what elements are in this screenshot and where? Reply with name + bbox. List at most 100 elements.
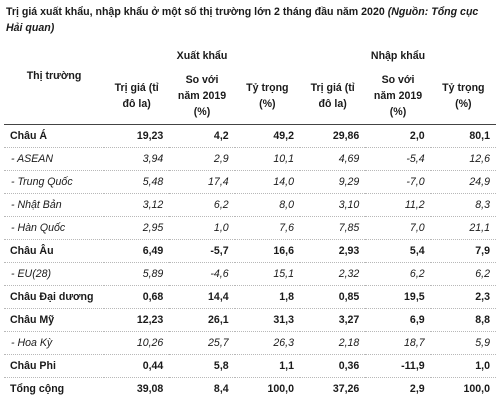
table-row: Châu Á 19,23 4,2 49,2 29,86 2,0 80,1 (4, 124, 496, 148)
import-change-cell: -5,4 (365, 147, 431, 171)
export-value-cell: 0,68 (104, 285, 170, 309)
export-value-cell: 12,23 (104, 308, 170, 332)
market-cell: Châu Đại dương (4, 285, 104, 309)
market-cell: Châu Phi (4, 354, 104, 378)
market-cell: - Nhật Bản (4, 193, 104, 217)
import-value-header: Trị giá (tỉ đô la) (300, 68, 366, 125)
table-row: - ASEAN 3,94 2,9 10,1 4,69 -5,4 12,6 (4, 147, 496, 171)
export-change-cell: 14,4 (169, 285, 235, 309)
empty-corner (4, 44, 104, 68)
import-group-header: Nhập khẩu (370, 50, 426, 62)
group-header-row: Xuất khẩu Nhập khẩu (4, 44, 496, 68)
table-body: Châu Á 19,23 4,2 49,2 29,86 2,0 80,1- ASEAN 3,9… (4, 124, 496, 401)
export-value-header: Trị giá (tỉ đô la) (104, 68, 170, 125)
export-share-cell: 1,1 (234, 354, 300, 378)
export-change-cell: 4,2 (169, 124, 235, 148)
export-change-cell: 1,0 (169, 216, 235, 240)
import-change-cell: 18,7 (365, 331, 431, 355)
import-value-cell: 2,93 (300, 239, 366, 263)
table-row: - Trung Quốc 5,48 17,4 14,0 9,29 -7,0 24,9 (4, 170, 496, 194)
import-share-cell: 80,1 (430, 124, 496, 148)
table-row: Châu Mỹ 12,23 26,1 31,3 3,27 6,9 8,8 (4, 308, 496, 332)
import-change-cell: 2,9 (409, 383, 425, 395)
market-cell: - Trung Quốc (4, 170, 104, 194)
market-cell: - EU(28) (4, 262, 104, 286)
export-share-cell: 15,1 (234, 262, 300, 286)
table-row: - Nhật Bản 3,12 6,2 8,0 3,10 11,2 8,3 (4, 193, 496, 217)
export-change-cell: -4,6 (169, 262, 235, 286)
export-value-cell: 6,49 (104, 239, 170, 263)
import-share-header: Tỷ trọng (%) (430, 68, 496, 125)
export-change-cell: 17,4 (169, 170, 235, 194)
import-value-cell: 3,10 (300, 193, 366, 217)
import-share-cell: 6,2 (430, 262, 496, 286)
export-value-cell: 0,44 (104, 354, 170, 378)
export-change-header: So với năm 2019 (%) (169, 68, 235, 125)
import-share-cell: 7,9 (430, 239, 496, 263)
export-share-cell: 8,0 (234, 193, 300, 217)
import-value-cell: 4,69 (300, 147, 366, 171)
import-share-cell: 12,6 (430, 147, 496, 171)
table-row: - Hàn Quốc 2,95 1,0 7,6 7,85 7,0 21,1 (4, 216, 496, 240)
import-change-cell: 6,2 (365, 262, 431, 286)
table-row: Tổng cộng 39,08 8,4 100,0 37,26 2,9 100,0 (4, 378, 496, 401)
export-value-cell: 3,94 (104, 147, 170, 171)
caption-text: Trị giá xuất khẩu, nhập khẩu ở một số th… (6, 6, 388, 18)
export-value-cell: 5,89 (104, 262, 170, 286)
import-change-cell: 5,4 (365, 239, 431, 263)
import-value-cell: 0,85 (300, 285, 366, 309)
import-value-cell: 29,86 (300, 124, 366, 148)
export-change-cell: -5,7 (169, 239, 235, 263)
export-value-cell: 3,12 (104, 193, 170, 217)
market-cell: Châu Mỹ (4, 308, 104, 332)
market-cell: - Hàn Quốc (4, 216, 104, 240)
export-share-cell: 1,8 (234, 285, 300, 309)
table-caption: Trị giá xuất khẩu, nhập khẩu ở một số th… (6, 4, 494, 36)
import-value-cell: 7,85 (300, 216, 366, 240)
column-header-row: Thị trường Trị giá (tỉ đô la) So với năm… (4, 68, 496, 125)
import-share-cell: 5,9 (430, 331, 496, 355)
export-change-cell: 2,9 (169, 147, 235, 171)
import-share-cell: 8,8 (430, 308, 496, 332)
table-row: - EU(28) 5,89 -4,6 15,1 2,32 6,2 6,2 (4, 262, 496, 286)
import-value-cell: 0,36 (300, 354, 366, 378)
export-change-cell: 5,8 (169, 354, 235, 378)
export-change-cell: 25,7 (169, 331, 235, 355)
market-cell: - ASEAN (4, 147, 104, 171)
import-value-cell: 2,32 (300, 262, 366, 286)
export-value-cell: 10,26 (104, 331, 170, 355)
export-change-cell: 8,4 (213, 383, 229, 395)
import-value-cell: 9,29 (300, 170, 366, 194)
market-column-header: Thị trường (4, 68, 104, 125)
import-change-cell: 19,5 (365, 285, 431, 309)
import-share-cell: 8,3 (430, 193, 496, 217)
import-share-cell: 21,1 (430, 216, 496, 240)
import-change-cell: 7,0 (365, 216, 431, 240)
market-cell: Châu Âu (4, 239, 104, 263)
export-share-cell: 10,1 (234, 147, 300, 171)
export-share-cell: 49,2 (234, 124, 300, 148)
export-share-cell: 7,6 (234, 216, 300, 240)
export-change-cell: 6,2 (169, 193, 235, 217)
export-share-cell: 31,3 (234, 308, 300, 332)
export-share-header: Tỷ trọng (%) (234, 68, 300, 125)
import-change-cell: 11,2 (365, 193, 431, 217)
table-row: - Hoa Kỳ 10,26 25,7 26,3 2,18 18,7 5,9 (4, 331, 496, 355)
export-share-cell: 14,0 (234, 170, 300, 194)
caption-source: (Nguồn: Tổng cục Hải quan) (6, 6, 479, 34)
market-cell: Châu Á (4, 124, 104, 148)
export-value-cell: 2,95 (104, 216, 170, 240)
import-share-cell: 2,3 (430, 285, 496, 309)
export-value-cell: 19,23 (104, 124, 170, 148)
import-change-cell: -7,0 (365, 170, 431, 194)
table-row: Châu Phi 0,44 5,8 1,1 0,36 -11,9 1,0 (4, 354, 496, 378)
export-share-cell: 26,3 (234, 331, 300, 355)
import-change-cell: -11,9 (365, 354, 431, 378)
table-row: Châu Âu 6,49 -5,7 16,6 2,93 5,4 7,9 (4, 239, 496, 263)
import-share-cell: 24,9 (430, 170, 496, 194)
market-cell: Tổng cộng (10, 383, 65, 395)
market-cell: - Hoa Kỳ (4, 331, 104, 355)
import-change-header: So với năm 2019 (%) (365, 68, 431, 125)
trade-table: Xuất khẩu Nhập khẩu Thị trường Trị giá (… (4, 44, 496, 400)
export-value-cell: 5,48 (104, 170, 170, 194)
